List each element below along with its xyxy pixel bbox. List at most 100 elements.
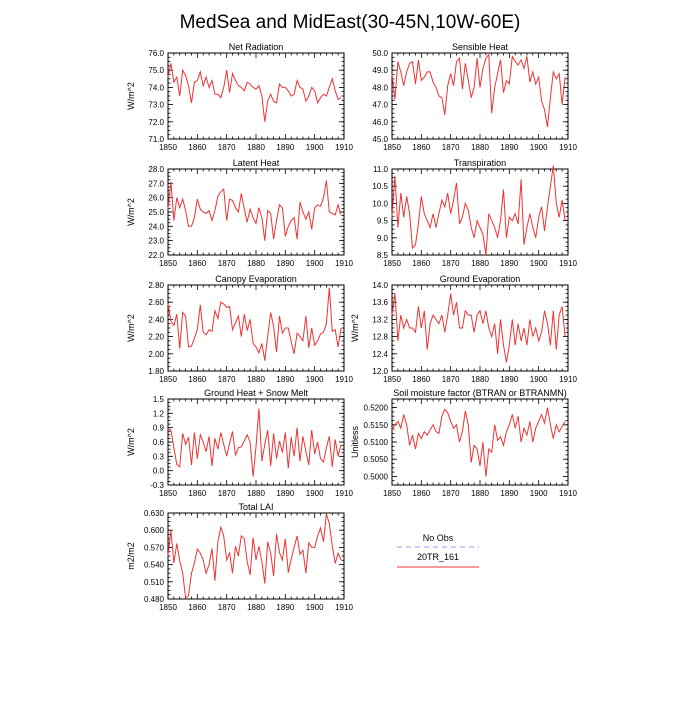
y-tick-label: 0.510 xyxy=(144,578,165,587)
y-axis-label: W/m^2 xyxy=(126,428,136,456)
panel-title: Latent Heat xyxy=(233,158,280,168)
x-tick-label: 1860 xyxy=(412,143,430,152)
x-tick-label: 1850 xyxy=(159,603,177,612)
y-tick-label: 50.0 xyxy=(372,49,388,58)
plot-frame xyxy=(167,284,345,372)
x-tick-label: 1870 xyxy=(218,489,236,498)
plot-frame xyxy=(391,52,569,140)
y-tick-label: 73.0 xyxy=(148,101,164,110)
y-tick-label: 0.0 xyxy=(153,467,165,476)
panel-title: Soil moisture factor (BTRAN or BTRANMN) xyxy=(393,388,567,398)
x-tick-label: 1860 xyxy=(188,603,206,612)
y-axis-label: Unitless xyxy=(350,425,360,458)
panel-title: Transpiration xyxy=(454,158,506,168)
x-tick-label: 1910 xyxy=(335,489,353,498)
panel-3: Latent Heat W/m^2 1850 1860 1870 1880 1890 1900… xyxy=(126,158,353,268)
legend-obs-label: No Obs xyxy=(423,533,454,543)
legend: No Obs 20TR_161 xyxy=(397,533,479,568)
y-axis-label: W/m^2 xyxy=(126,314,136,342)
y-tick-label: 24.0 xyxy=(148,222,164,231)
y-tick-label: 72.0 xyxy=(148,118,164,127)
y-tick-label: 0.480 xyxy=(144,595,165,604)
x-tick-label: 1910 xyxy=(559,259,577,268)
panel-title: Ground Heat + Snow Melt xyxy=(204,388,308,398)
x-tick-label: 1860 xyxy=(412,489,430,498)
x-tick-label: 1900 xyxy=(306,603,324,612)
x-tick-label: 1870 xyxy=(442,259,460,268)
y-tick-label: 48.0 xyxy=(372,83,388,92)
x-tick-label: 1850 xyxy=(159,489,177,498)
x-tick-label: 1890 xyxy=(500,375,518,384)
panels: Net Radiation W/m^2 1850 1860 1870 1880 1890 19… xyxy=(126,42,577,612)
x-tick-label: 1880 xyxy=(471,375,489,384)
y-tick-label: 10.5 xyxy=(372,182,388,191)
y-tick-label: 49.0 xyxy=(372,66,388,75)
y-tick-label: 1.2 xyxy=(153,409,165,418)
x-tick-label: 1880 xyxy=(471,489,489,498)
y-tick-label: 1.80 xyxy=(148,367,164,376)
x-tick-label: 1890 xyxy=(500,489,518,498)
x-tick-label: 1910 xyxy=(335,143,353,152)
y-tick-label: 27.0 xyxy=(148,179,164,188)
x-tick-label: 1860 xyxy=(188,489,206,498)
y-tick-label: 13.6 xyxy=(372,298,388,307)
plot-frame xyxy=(167,512,345,600)
y-tick-label: 0.9 xyxy=(153,424,165,433)
panel-6: Ground Evaporation W/m^2 1850 1860 1870 1880 1… xyxy=(350,274,577,384)
x-tick-label: 1860 xyxy=(412,375,430,384)
series-line-20TR_161 xyxy=(391,293,566,363)
x-tick-label: 1890 xyxy=(500,259,518,268)
series-line-20TR_161 xyxy=(391,407,566,477)
x-tick-label: 1880 xyxy=(247,603,265,612)
x-tick-label: 1870 xyxy=(442,375,460,384)
figure-title: MedSea and MidEast(30-45N,10W-60E) xyxy=(180,12,521,33)
y-tick-label: 2.40 xyxy=(148,315,164,324)
panel-title: Sensible Heat xyxy=(452,42,509,52)
x-tick-label: 1880 xyxy=(247,375,265,384)
x-tick-label: 1850 xyxy=(159,259,177,268)
y-tick-label: 0.540 xyxy=(144,561,165,570)
x-tick-label: 1860 xyxy=(412,259,430,268)
x-tick-label: 1890 xyxy=(500,143,518,152)
x-tick-label: 1900 xyxy=(530,375,548,384)
y-tick-label: -0.3 xyxy=(150,481,164,490)
y-axis-label: W/m^2 xyxy=(126,198,136,226)
y-tick-label: 23.0 xyxy=(148,237,164,246)
panel-2: Sensible Heat 1850 1860 1870 1880 1890 1900 191… xyxy=(372,42,577,152)
x-tick-label: 1860 xyxy=(188,259,206,268)
x-tick-label: 1870 xyxy=(442,143,460,152)
x-tick-label: 1850 xyxy=(159,375,177,384)
x-tick-label: 1870 xyxy=(442,489,460,498)
y-tick-label: 45.0 xyxy=(372,135,388,144)
y-tick-label: 0.5000 xyxy=(364,472,389,481)
x-tick-label: 1870 xyxy=(218,603,236,612)
y-tick-label: 0.600 xyxy=(144,526,165,535)
x-tick-label: 1880 xyxy=(471,259,489,268)
x-tick-label: 1910 xyxy=(335,603,353,612)
series-line-20TR_161 xyxy=(167,63,342,122)
x-tick-label: 1850 xyxy=(383,489,401,498)
y-tick-label: 0.3 xyxy=(153,452,165,461)
y-tick-label: 12.0 xyxy=(372,367,388,376)
x-tick-label: 1880 xyxy=(247,489,265,498)
x-tick-label: 1870 xyxy=(218,259,236,268)
y-tick-label: 76.0 xyxy=(148,49,164,58)
legend-model-label: 20TR_161 xyxy=(417,552,459,562)
x-tick-label: 1850 xyxy=(159,143,177,152)
panel-7: Ground Heat + Snow Melt W/m^2 1850 1860 1870… xyxy=(126,388,353,498)
plot-frame xyxy=(391,398,569,486)
y-tick-label: 71.0 xyxy=(148,135,164,144)
series-line-20TR_161 xyxy=(167,180,342,241)
y-tick-label: 9.0 xyxy=(377,234,389,243)
x-tick-label: 1890 xyxy=(276,489,294,498)
x-tick-label: 1880 xyxy=(247,143,265,152)
y-axis-label: W/m^2 xyxy=(350,314,360,342)
y-tick-label: 9.5 xyxy=(377,217,389,226)
y-tick-label: 46.0 xyxy=(372,118,388,127)
y-tick-label: 0.5050 xyxy=(364,455,389,464)
plot-frame xyxy=(391,284,569,372)
x-tick-label: 1900 xyxy=(306,259,324,268)
y-tick-label: 28.0 xyxy=(148,165,164,174)
y-tick-label: 0.5200 xyxy=(364,404,389,413)
